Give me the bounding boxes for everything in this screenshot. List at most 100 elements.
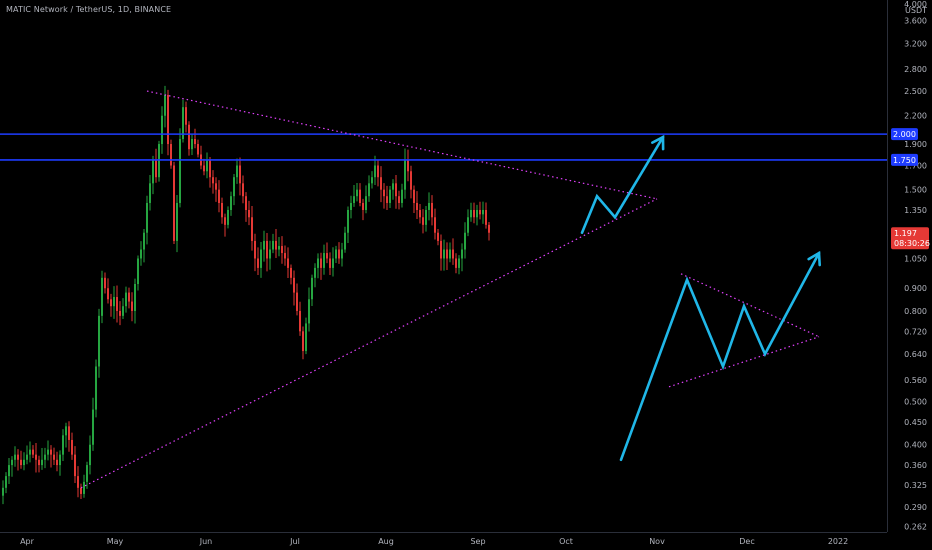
time-tick-label: Jul: [289, 537, 300, 546]
candle: [242, 175, 244, 204]
candle: [62, 429, 64, 462]
price-tick-label: 0.500: [904, 398, 927, 407]
candle: [278, 237, 280, 257]
price-tick-label: 0.450: [904, 418, 927, 427]
candle: [416, 191, 418, 219]
candle: [110, 293, 112, 317]
candle: [170, 139, 172, 169]
candle: [275, 229, 277, 258]
price-tick-label: 3.200: [904, 39, 927, 48]
candle: [446, 242, 448, 271]
candle: [488, 221, 490, 241]
candle: [380, 166, 382, 203]
candle: [53, 447, 55, 465]
candle: [92, 397, 94, 451]
candle: [350, 195, 352, 219]
candle: [476, 204, 478, 226]
candle: [335, 245, 337, 264]
candle: [83, 474, 85, 498]
candle: [218, 180, 220, 213]
candle: [26, 445, 28, 465]
price-tick-label: 0.720: [904, 327, 927, 336]
candle: [461, 243, 463, 272]
candle: [365, 185, 367, 214]
candle: [179, 128, 181, 208]
small-lower-trendline[interactable]: [668, 336, 820, 388]
price-tick-label: 0.290: [904, 503, 927, 512]
candle: [8, 458, 10, 485]
candle: [185, 101, 187, 133]
candle: [80, 483, 82, 500]
candle: [56, 451, 58, 472]
candle: [386, 185, 388, 210]
candle: [434, 208, 436, 240]
candle: [176, 195, 178, 253]
candle: [128, 287, 130, 309]
candle: [398, 190, 400, 210]
time-axis[interactable]: Apr May Jun Jul Aug Sep Oct Nov Dec 2022: [20, 537, 848, 546]
candle: [44, 447, 46, 469]
candle: [419, 203, 421, 224]
candle: [314, 263, 316, 288]
candle: [47, 440, 49, 461]
candle: [389, 185, 391, 208]
candle: [428, 192, 430, 221]
candle: [341, 242, 343, 267]
candle: [329, 252, 331, 275]
price-line-badge: [891, 153, 918, 166]
candle: [407, 149, 409, 182]
candle: [440, 234, 442, 271]
candle: [224, 213, 226, 237]
candle: [107, 278, 109, 304]
countdown-label: 08:30:26: [894, 239, 930, 248]
time-tick-label: Jun: [199, 537, 213, 546]
price-tick-label: 4.000: [904, 0, 927, 9]
arrow-head: [807, 250, 822, 267]
candle: [197, 139, 199, 158]
candle: [95, 359, 97, 418]
current-price-label: 1.197: [894, 229, 917, 238]
price-tick-label: 0.360: [904, 461, 927, 470]
candle: [287, 247, 289, 279]
candle: [443, 239, 445, 271]
projection-arrow-lower[interactable]: [619, 250, 822, 462]
upper-trendline[interactable]: [146, 90, 658, 200]
price-line-badge: [891, 128, 918, 141]
candle: [122, 298, 124, 320]
small-upper-trendline[interactable]: [680, 273, 820, 338]
candle: [17, 449, 19, 471]
time-tick-label: Oct: [559, 537, 573, 546]
candle: [296, 283, 298, 316]
price-tick-label: 2.200: [904, 112, 927, 121]
price-axis[interactable]: 4.000 3.600 3.200 2.800 2.500 2.200 1.900 1.700…: [904, 0, 927, 531]
candle: [311, 274, 313, 307]
candle: [164, 85, 166, 128]
candle: [299, 301, 301, 336]
time-tick-label: 2022: [828, 537, 848, 546]
candle: [2, 480, 4, 505]
candle: [467, 209, 469, 237]
price-tick-label: 1.900: [904, 140, 927, 149]
candle: [134, 278, 136, 324]
candle: [125, 286, 127, 313]
candle: [101, 270, 103, 324]
price-tick-label: 0.900: [904, 284, 927, 293]
candle: [290, 264, 292, 285]
candle: [272, 233, 274, 254]
candle: [317, 253, 319, 279]
candle: [116, 285, 118, 323]
time-tick-label: Dec: [739, 537, 754, 546]
projection-arrow-upper[interactable]: [580, 134, 665, 235]
candle: [359, 183, 361, 207]
candle: [455, 253, 457, 274]
candle: [65, 422, 67, 448]
candle: [377, 160, 379, 187]
candle: [410, 165, 412, 199]
candle: [71, 432, 73, 460]
candle: [38, 455, 40, 473]
projections: [580, 134, 822, 462]
price-tick-label: 1.050: [904, 254, 927, 263]
